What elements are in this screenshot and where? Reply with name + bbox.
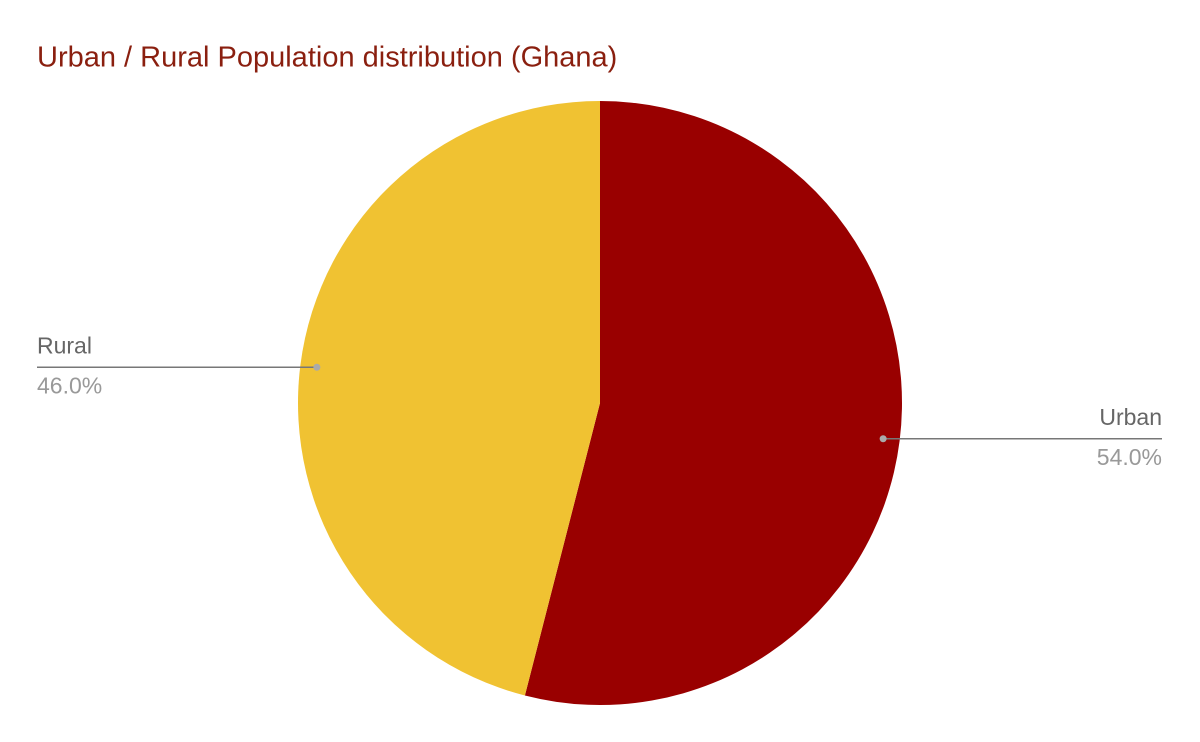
chart-title: Urban / Rural Population distribution (G… (37, 42, 617, 74)
slice-label: Urban (1099, 404, 1162, 430)
slice-label: Rural (37, 332, 92, 358)
slice-value-label: 54.0% (1097, 444, 1162, 470)
slice-value-label: 46.0% (37, 372, 102, 398)
pie-slice (524, 101, 903, 705)
pie-slice (298, 101, 600, 696)
leader-dot (879, 435, 887, 443)
leader-dot (313, 363, 321, 371)
